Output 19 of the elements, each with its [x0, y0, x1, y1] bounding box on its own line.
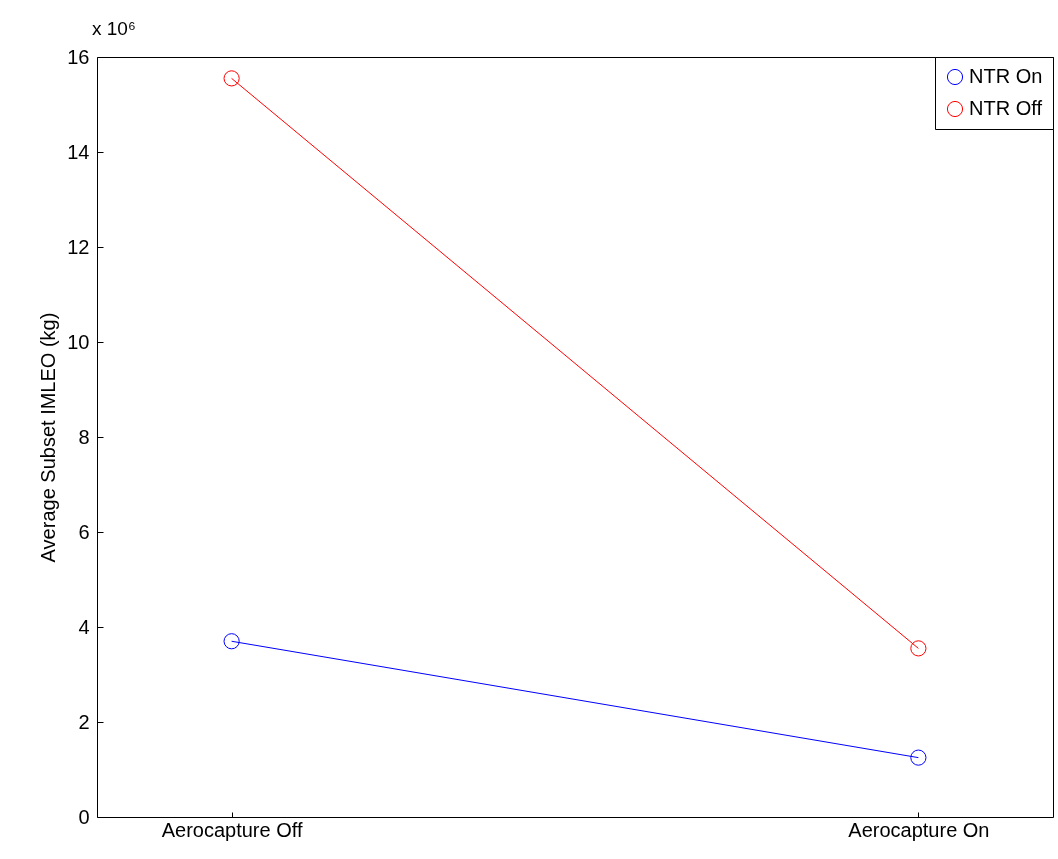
y-tick-label: 6 [78, 520, 90, 543]
y-tick-label: 10 [67, 330, 90, 353]
legend-label: NTR Off [969, 97, 1043, 119]
x-tick-label: Aerocapture Off [161, 818, 303, 841]
text: x 10⁶ [92, 18, 136, 39]
point [910, 640, 927, 657]
y-tick-label: 4 [78, 615, 90, 638]
point [223, 70, 240, 87]
y-tick-label: 16 [67, 45, 90, 68]
legend-label: NTR On [969, 65, 1043, 87]
point [910, 749, 927, 766]
y-tick-label: 0 [78, 805, 90, 828]
y-axis-title: Average Subset IMLEO (kg) [37, 312, 60, 563]
point [223, 633, 240, 650]
x-tick-label: Aerocapture On [848, 818, 990, 841]
y-tick-label: 12 [67, 235, 90, 258]
y-tick-label: 8 [78, 425, 90, 448]
y-tick-label: 14 [67, 140, 90, 163]
y-tick-label: 2 [78, 710, 90, 733]
